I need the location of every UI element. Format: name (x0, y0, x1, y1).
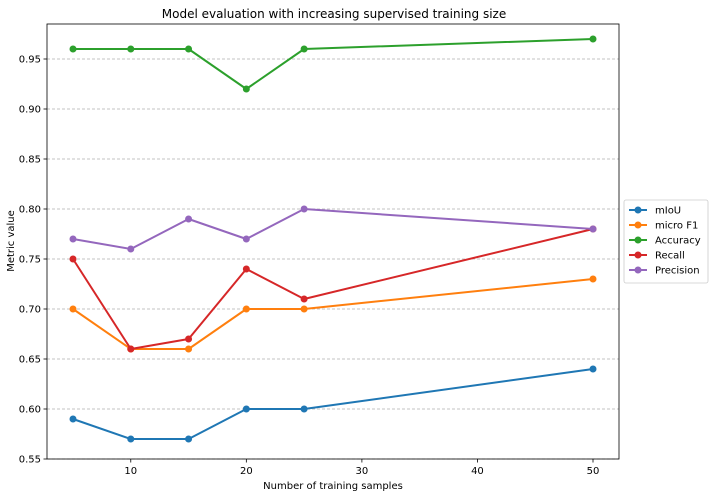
data-point (127, 345, 135, 353)
chart-title: Model evaluation with increasing supervi… (162, 7, 506, 21)
data-point (589, 35, 597, 43)
data-point (185, 345, 193, 353)
data-point (242, 85, 250, 93)
series-line (72, 208, 594, 250)
data-point (300, 295, 308, 303)
legend-marker (634, 236, 642, 244)
series-recall (69, 225, 597, 353)
x-tick-label: 20 (240, 466, 253, 477)
data-point (127, 45, 135, 53)
data-point (127, 435, 135, 443)
legend-label: mIoU (655, 206, 681, 217)
data-point (69, 255, 77, 263)
y-tick-label: 0.75 (19, 255, 41, 266)
data-point (242, 305, 250, 313)
data-point (185, 335, 193, 343)
series-miou (69, 365, 597, 443)
legend-label: Recall (655, 251, 685, 262)
series-line (72, 278, 594, 350)
legend-marker (634, 251, 642, 259)
legend-label: Precision (655, 266, 700, 277)
x-tick-label: 10 (124, 466, 137, 477)
data-point (69, 45, 77, 53)
series-line (72, 228, 594, 350)
data-point (589, 275, 597, 283)
data-point (127, 245, 135, 253)
y-axis: 0.55 0.60 0.65 0.70 0.75 0.80 0.85 0.90 0.95 (19, 55, 47, 466)
y-tick-label: 0.85 (19, 155, 41, 166)
data-point (185, 215, 193, 223)
x-tick-label: 50 (587, 466, 600, 477)
series-precision (69, 205, 597, 253)
y-tick-label: 0.70 (19, 305, 41, 316)
data-point (185, 435, 193, 443)
data-point (589, 365, 597, 373)
data-point (242, 235, 250, 243)
x-axis: 10 20 30 40 50 (124, 459, 599, 477)
series-lines (69, 35, 597, 443)
y-tick-label: 0.80 (19, 205, 41, 216)
legend: mIoU micro F1 Accuracy Recall Precision (623, 199, 709, 284)
legend-marker (634, 266, 642, 274)
y-axis-label: Metric value (6, 210, 17, 272)
x-tick-label: 30 (356, 466, 369, 477)
y-tick-label: 0.95 (19, 55, 41, 66)
data-point (69, 415, 77, 423)
y-tick-label: 0.90 (19, 105, 41, 116)
x-tick-label: 40 (471, 466, 484, 477)
data-point (185, 45, 193, 53)
data-point (69, 305, 77, 313)
legend-label: micro F1 (655, 221, 698, 232)
legend-box (623, 199, 709, 284)
data-point (589, 225, 597, 233)
data-point (242, 405, 250, 413)
series-line (73, 38, 594, 90)
series-line (72, 368, 594, 440)
data-point (69, 235, 77, 243)
x-axis-label: Number of training samples (263, 481, 403, 492)
y-tick-label: 0.55 (19, 455, 41, 466)
y-tick-label: 0.60 (19, 405, 41, 416)
data-point (300, 45, 308, 53)
data-point (242, 265, 250, 273)
data-point (300, 305, 308, 313)
legend-marker (634, 206, 642, 214)
legend-label: Accuracy (655, 236, 701, 247)
data-point (300, 205, 308, 213)
data-point (300, 405, 308, 413)
plot-area (46, 23, 620, 460)
y-tick-label: 0.65 (19, 355, 41, 366)
legend-marker (634, 221, 642, 229)
series-accuracy (69, 35, 597, 93)
grid-lines (47, 58, 619, 460)
